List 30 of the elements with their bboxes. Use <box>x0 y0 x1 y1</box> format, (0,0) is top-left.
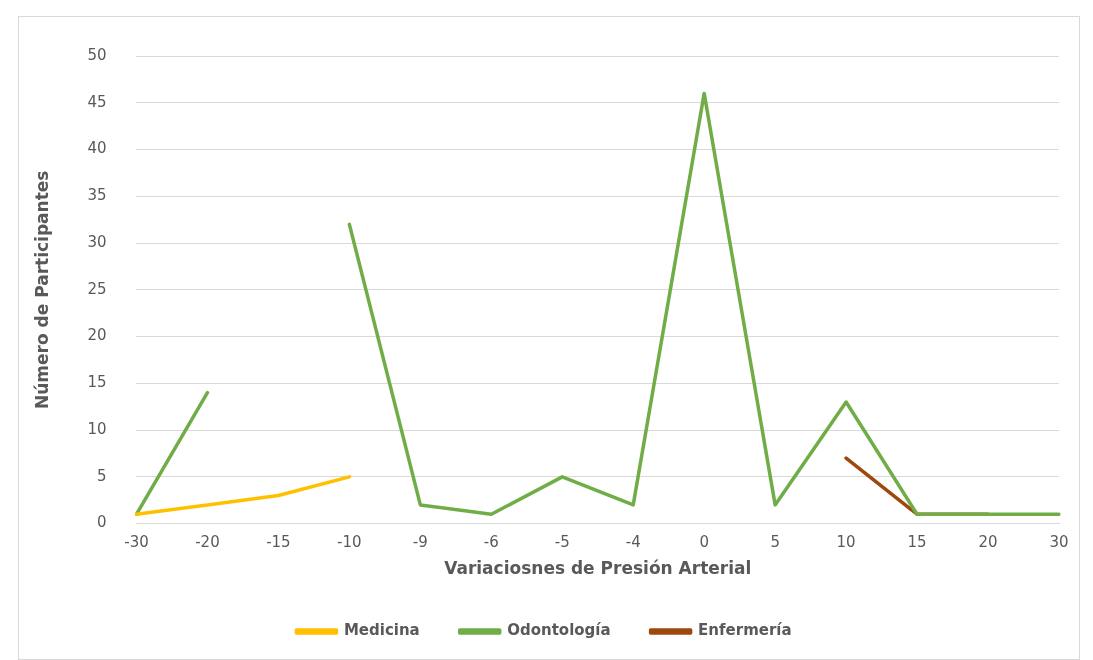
y-tick-label: 30 <box>87 232 107 251</box>
x-tick-label: -15 <box>266 533 291 552</box>
y-tick-label: 10 <box>87 419 107 438</box>
x-tick-label: -20 <box>195 533 220 552</box>
y-tick-label: 5 <box>96 466 107 485</box>
y-tick-label: 35 <box>87 186 107 205</box>
x-tick-label: -30 <box>124 533 149 552</box>
x-tick-label: 15 <box>907 533 927 552</box>
y-tick-label: 20 <box>87 326 107 345</box>
y-tick-label: 40 <box>87 139 107 158</box>
y-tick-label: 45 <box>87 92 107 111</box>
x-tick-label: 20 <box>978 533 998 552</box>
y-tick-label: 15 <box>87 373 107 392</box>
x-tick-label: 30 <box>1049 533 1069 552</box>
x-axis-title: Variaciosnes de Presión Arterial <box>444 558 752 579</box>
x-tick-label: 5 <box>770 533 780 552</box>
x-tick-label: 10 <box>836 533 856 552</box>
y-tick-label: 50 <box>87 45 107 64</box>
legend-label: Medicina <box>343 621 420 640</box>
legend-label: Enfermería <box>698 621 792 640</box>
x-tick-label: 0 <box>699 533 709 552</box>
x-tick-label: -5 <box>554 533 570 552</box>
x-tick-label: -10 <box>337 533 362 552</box>
y-tick-label: 25 <box>87 279 107 298</box>
x-tick-label: -6 <box>483 533 499 552</box>
y-axis-title: Número de Participantes <box>31 170 52 410</box>
x-tick-label: -9 <box>412 533 428 552</box>
y-tick-label: 0 <box>96 513 107 532</box>
x-tick-label: -4 <box>625 533 641 552</box>
legend-label: Odontología <box>507 621 611 640</box>
